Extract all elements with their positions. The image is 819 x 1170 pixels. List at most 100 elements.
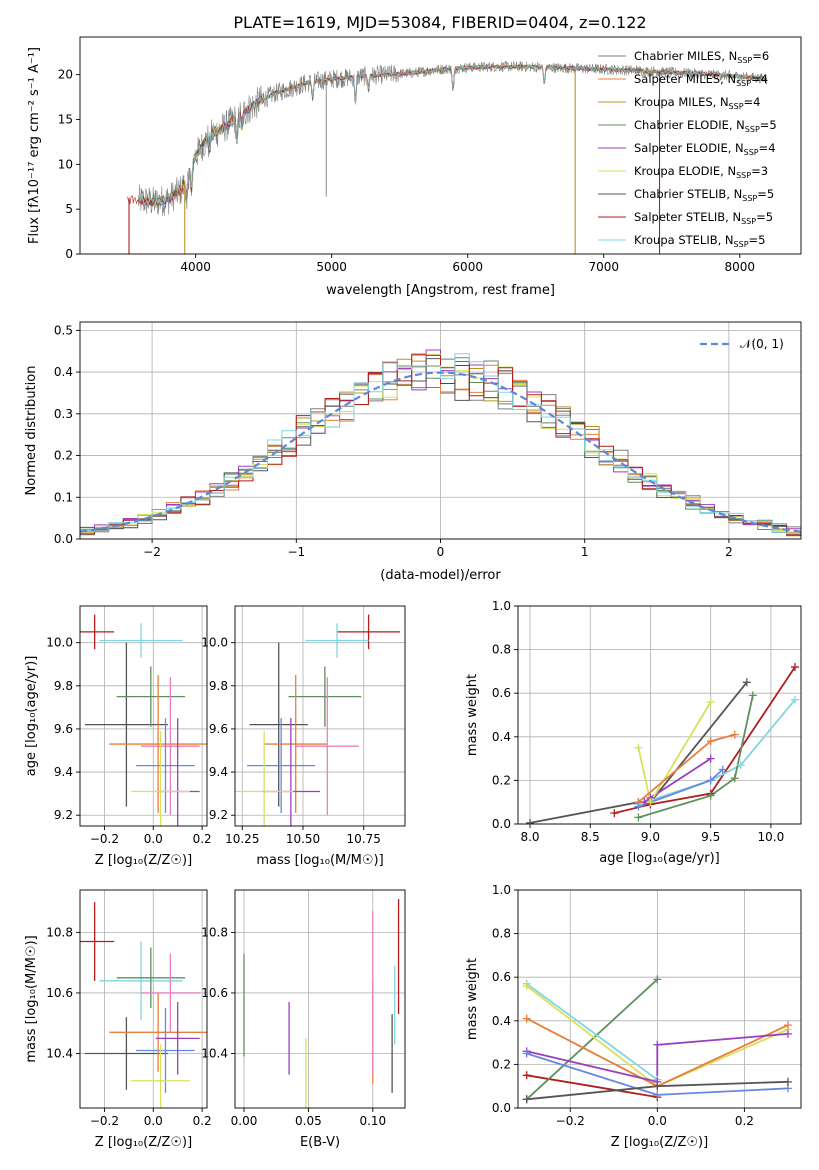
weight-point-marker	[742, 678, 751, 687]
axes-frame	[234, 889, 406, 1109]
weight-point-marker	[783, 1021, 792, 1030]
y-tick-label: 0.2	[54, 449, 73, 463]
legend-count: =4	[744, 95, 761, 109]
legend-count: =6	[752, 49, 769, 63]
legend-count: =4	[759, 141, 776, 155]
legend-subscript: SSP	[742, 194, 757, 203]
weight-point-marker	[522, 981, 531, 990]
x-tick-label: 8000	[725, 260, 756, 274]
axes-frame	[79, 36, 802, 255]
y-tick-label: 1.0	[492, 883, 511, 897]
y-tick-label: 10.0	[46, 636, 73, 650]
weight-point-marker	[653, 1090, 662, 1099]
plot-area	[80, 902, 207, 1108]
weight-point-marker	[706, 791, 715, 800]
y-tick-label: 0.8	[492, 643, 511, 657]
weight-point-marker	[646, 798, 655, 807]
axes-frame	[517, 605, 802, 825]
y-tick-label: 10.4	[201, 1047, 228, 1061]
legend-subscript: SSP	[729, 102, 744, 111]
plot-area	[243, 899, 400, 1108]
weight-vs-metallicity-plot: −0.2 0.0 0.2 0.0 0.2 0.4 0.6 0.8 1.0 Z [log₁₀(Z/Z…	[465, 883, 802, 1150]
legend-label: Salpeter STELIB, NSSP=5	[634, 210, 773, 226]
x-tick-label: 0.10	[359, 1114, 386, 1128]
x-tick-label: 9.5	[701, 830, 720, 844]
x-tick-label: 10.25	[225, 832, 259, 846]
weight-point-marker	[730, 774, 739, 783]
legend-subscript: SSP	[736, 79, 751, 88]
x-tick-label: 0.05	[295, 1114, 322, 1128]
x-tick-label: 10.75	[347, 832, 381, 846]
weight-series-line	[614, 666, 796, 814]
weight-point-marker	[610, 809, 619, 818]
weight-series-line	[526, 1033, 788, 1083]
y-tick-label: 0.8	[492, 927, 511, 941]
x-axis-label: (data-model)/error	[380, 568, 501, 583]
axes-frame	[517, 889, 802, 1109]
y-tick-label: 0.6	[492, 970, 511, 984]
x-tick-label: 0.2	[193, 1114, 212, 1128]
spectrum-legend: Chabrier MILES, NSSP=6 Salpeter MILES, NS…	[598, 49, 777, 249]
x-tick-label: 7000	[588, 260, 619, 274]
y-tick-label: 10.0	[201, 636, 228, 650]
legend-subscript: SSP	[741, 217, 756, 226]
weight-point-marker	[783, 1077, 792, 1086]
x-tick-label: 10.0	[758, 830, 785, 844]
weight-point-marker	[783, 1029, 792, 1038]
axes-frame	[234, 605, 406, 827]
weight-series-line	[526, 1074, 658, 1098]
y-tick-label: 0.0	[492, 1101, 511, 1115]
y-tick-label: 10.8	[46, 925, 73, 939]
weight-point-marker	[748, 691, 757, 700]
weight-point-marker	[526, 818, 535, 827]
y-tick-label: 9.6	[54, 722, 73, 736]
legend-subscript: SSP	[734, 240, 749, 249]
y-tick-label: 9.8	[209, 679, 228, 693]
weight-point-marker	[706, 697, 715, 706]
normal-distribution-line	[80, 371, 801, 533]
legend-label: Kroupa ELODIE, NSSP=3	[634, 164, 768, 180]
y-tick-label: 20	[58, 68, 73, 82]
legend-count: =3	[751, 164, 768, 178]
legend-count: =5	[749, 233, 766, 247]
legend-subscript: SSP	[736, 171, 751, 180]
weight-series-line	[638, 699, 796, 806]
x-axis-label: mass [log₁₀(M/M☉)]	[256, 853, 383, 868]
mass-vs-metallicity-plot: −0.2 0.0 0.2 10.4 10.6 10.8 Z [log₁₀(Z/Z☉)] mas…	[24, 889, 212, 1150]
weight-point-marker	[790, 663, 799, 672]
x-axis-label: E(B-V)	[300, 1135, 340, 1150]
legend-subscript: SSP	[744, 148, 759, 157]
y-tick-label: 15	[58, 112, 73, 126]
y-tick-label: 0.0	[492, 817, 511, 831]
axes-frame	[79, 605, 208, 827]
residual-histogram-plot: −2 −1 0 1 2 0.0 0.1 0.2 0.3 0.4 0.5 (data-model)/er…	[24, 321, 802, 583]
y-tick-label: 10.8	[201, 925, 228, 939]
x-tick-label: 0.2	[735, 1114, 754, 1128]
x-tick-label: 1	[581, 545, 589, 559]
y-axis-label: mass weight	[465, 958, 480, 1040]
y-tick-label: 0.2	[492, 1057, 511, 1071]
x-tick-label: 0	[437, 545, 445, 559]
weight-point-marker	[522, 1049, 531, 1058]
legend-label: 𝒩(0, 1)	[740, 337, 784, 351]
weight-point-marker	[522, 1095, 531, 1104]
y-tick-label: 9.4	[54, 765, 73, 779]
y-tick-label: 9.4	[209, 765, 228, 779]
plot-area	[529, 666, 796, 824]
age-vs-mass-plot: 10.25 10.50 10.75 9.2 9.4 9.6 9.8 10.0 mass [log…	[201, 605, 406, 868]
x-tick-label: −0.2	[90, 832, 119, 846]
x-tick-label: −2	[143, 545, 161, 559]
x-tick-label: 10.50	[286, 832, 320, 846]
weight-point-marker	[634, 802, 643, 811]
y-tick-label: 9.2	[209, 808, 228, 822]
legend-subscript: SSP	[737, 56, 752, 65]
plot-area	[526, 978, 789, 1101]
x-tick-label: 6000	[452, 260, 483, 274]
x-tick-label: 0.00	[231, 1114, 258, 1128]
x-tick-label: 8.0	[520, 830, 539, 844]
weight-point-marker	[653, 1082, 662, 1091]
y-tick-label: 10	[58, 157, 73, 171]
weight-point-marker	[653, 975, 662, 984]
weight-point-marker	[522, 1014, 531, 1023]
y-axis-label: mass [log₁₀(M/M☉)]	[24, 935, 39, 1062]
